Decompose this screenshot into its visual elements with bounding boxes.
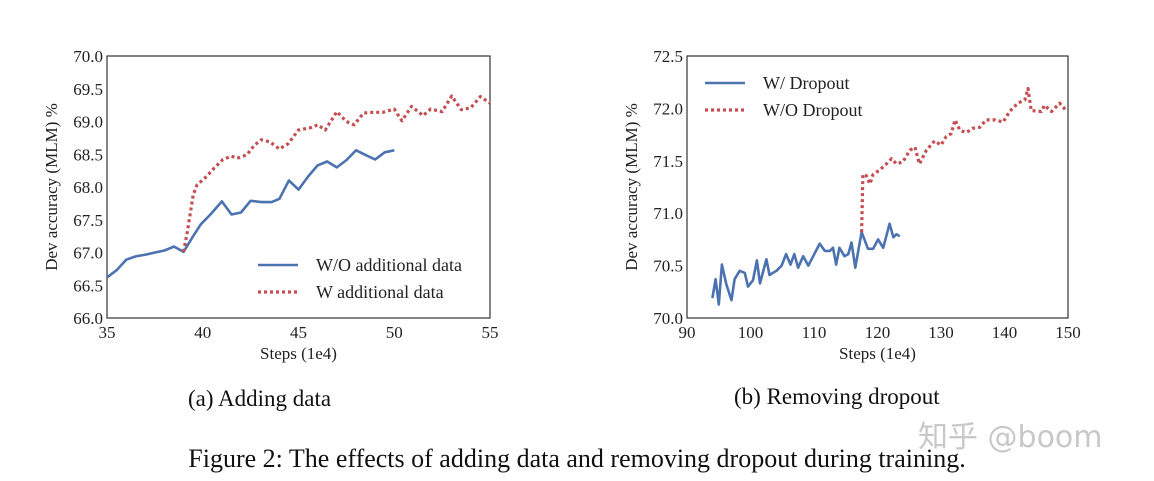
y-tick-label: 70.5 [653,257,683,276]
y-tick-label: 71.5 [653,152,683,171]
y-tick-label: 68.0 [73,178,103,197]
figure-caption: Figure 2: The effects of adding data and… [188,444,966,473]
x-tick-label: 40 [194,323,211,342]
subcaption-b: (b) Removing dropout [734,384,940,409]
y-tick-label: 69.0 [73,113,103,132]
x-tick-label: 50 [386,323,403,342]
y-tick-label: 66.0 [73,309,103,328]
x-tick-label: 45 [290,323,307,342]
x-axis-label: Steps (1e4) [839,344,916,363]
y-tick-label: 70.0 [73,47,103,66]
series-line-red [182,94,491,253]
series-line-red [860,86,1068,233]
x-tick-label: 140 [992,323,1018,342]
series-line-blue [106,149,395,279]
y-axis-label: Dev accuracy (MLM) % [42,103,61,271]
y-tick-label: 67.5 [73,211,103,230]
series-line-blue [711,222,901,306]
legend-label: W/ Dropout [763,73,849,93]
subcaption-a: (a) Adding data [188,386,332,411]
y-tick-label: 67.0 [73,244,103,263]
y-tick-label: 71.0 [653,204,683,223]
y-tick-label: 72.5 [653,47,683,66]
y-axis-label: Dev accuracy (MLM) % [622,103,641,271]
y-tick-label: 66.5 [73,276,103,295]
x-tick-label: 130 [928,323,954,342]
legend-label: W/O additional data [316,255,462,275]
x-tick-label: 55 [482,323,499,342]
y-tick-label: 69.5 [73,80,103,99]
x-tick-label: 100 [738,323,764,342]
y-tick-label: 72.0 [653,99,683,118]
x-tick-label: 110 [802,323,827,342]
legend-label: W/O Dropout [763,100,862,120]
legend-label: W additional data [316,282,444,302]
x-axis-label: Steps (1e4) [260,344,337,363]
y-tick-label: 70.0 [653,309,683,328]
x-tick-label: 35 [99,323,116,342]
x-tick-label: 120 [865,323,891,342]
plot-frame [686,55,1069,319]
x-tick-label: 150 [1055,323,1081,342]
plot-frame [106,55,491,319]
y-tick-label: 68.5 [73,145,103,164]
watermark: 知乎 @boom [918,420,1103,455]
x-tick-label: 90 [679,323,696,342]
